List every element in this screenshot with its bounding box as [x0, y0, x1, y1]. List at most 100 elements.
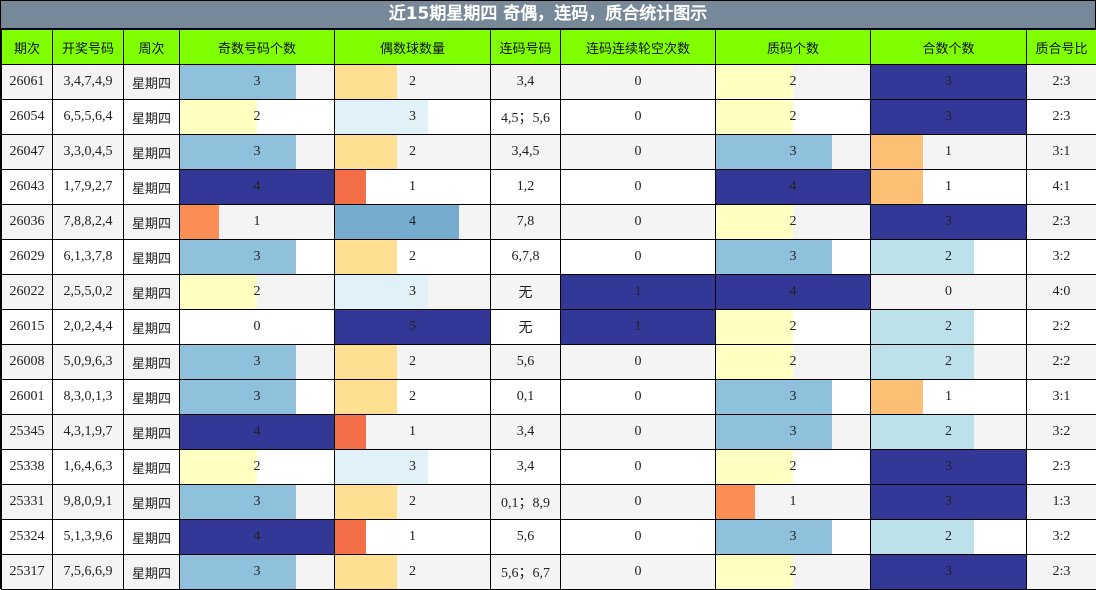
consecutive-gap-cell-value: 0: [635, 494, 642, 509]
data-bar: [335, 555, 397, 589]
draw-numbers-cell: 1,7,9,2,7: [53, 170, 124, 205]
data-bar: [871, 240, 974, 274]
weekday-cell: 星期四: [124, 135, 180, 170]
even-count-cell-value: 5: [409, 319, 416, 334]
prime-count-cell: 1: [716, 485, 871, 520]
data-bar: [180, 555, 296, 589]
even-count-cell: 5: [335, 310, 491, 345]
odd-count-cell: 2: [180, 275, 335, 310]
prime-composite-ratio-cell: 4:1: [1027, 170, 1096, 205]
odd-count-cell-value: 0: [254, 319, 261, 334]
prime-composite-ratio-cell: 2:3: [1027, 205, 1096, 240]
even-count-cell: 2: [335, 65, 491, 100]
consecutive-gap-cell: 0: [561, 65, 716, 100]
header-weekday[interactable]: 周次: [124, 30, 180, 65]
weekday-cell: 星期四: [124, 275, 180, 310]
odd-count-cell-value: 3: [254, 564, 261, 579]
consecutive-gap-cell: 0: [561, 135, 716, 170]
sheet-title: 近15期星期四 奇偶，连码，质合统计图示: [1, 1, 1095, 29]
data-bar: [180, 345, 296, 379]
weekday-cell: 星期四: [124, 240, 180, 275]
header-prime-composite-ratio[interactable]: 质合号比: [1027, 30, 1096, 65]
prime-count-cell: 2: [716, 65, 871, 100]
weekday-cell: 星期四: [124, 100, 180, 135]
weekday-cell: 星期四: [124, 415, 180, 450]
even-count-cell: 1: [335, 415, 491, 450]
header-odd-count[interactable]: 奇数号码个数: [180, 30, 335, 65]
consecutive-cell: 3,4,5: [491, 135, 561, 170]
prime-count-cell: 4: [716, 170, 871, 205]
odd-count-cell-value: 3: [254, 144, 261, 159]
draw-numbers-cell: 3,4,7,4,9: [53, 65, 124, 100]
consecutive-cell: 6,7,8: [491, 240, 561, 275]
period-cell: 26029: [2, 240, 53, 275]
data-bar: [180, 380, 296, 414]
draw-numbers-cell: 7,8,8,2,4: [53, 205, 124, 240]
period-cell: 26036: [2, 205, 53, 240]
even-count-cell: 3: [335, 450, 491, 485]
prime-composite-ratio-cell: 4:0: [1027, 275, 1096, 310]
consecutive-gap-cell: 1: [561, 310, 716, 345]
prime-count-cell-value: 2: [790, 564, 797, 579]
header-prime-count[interactable]: 质码个数: [716, 30, 871, 65]
consecutive-gap-cell-value: 0: [635, 389, 642, 404]
header-consecutive-gap[interactable]: 连码连续轮空次数: [561, 30, 716, 65]
consecutive-gap-cell: 0: [561, 205, 716, 240]
even-count-cell-value: 2: [409, 389, 416, 404]
prime-count-cell-value: 3: [790, 529, 797, 544]
odd-count-cell-value: 4: [254, 529, 261, 544]
header-period[interactable]: 期次: [2, 30, 53, 65]
header-consecutive[interactable]: 连码号码: [491, 30, 561, 65]
consecutive-gap-cell-value: 0: [635, 529, 642, 544]
weekday-cell: 星期四: [124, 205, 180, 240]
composite-count-cell: 2: [871, 310, 1027, 345]
consecutive-cell: 1,2: [491, 170, 561, 205]
consecutive-gap-cell: 0: [561, 170, 716, 205]
even-count-cell-value: 2: [409, 249, 416, 264]
consecutive-gap-cell-value: 0: [635, 74, 642, 89]
period-cell: 25331: [2, 485, 53, 520]
consecutive-gap-cell: 0: [561, 100, 716, 135]
odd-count-cell: 3: [180, 380, 335, 415]
composite-count-cell: 0: [871, 275, 1027, 310]
period-cell: 26047: [2, 135, 53, 170]
even-count-cell: 2: [335, 135, 491, 170]
consecutive-gap-cell-value: 0: [635, 109, 642, 124]
prime-count-cell: 2: [716, 555, 871, 590]
data-bar: [716, 100, 793, 134]
consecutive-cell: 5,6: [491, 520, 561, 555]
odd-count-cell-value: 2: [254, 459, 261, 474]
consecutive-gap-cell: 0: [561, 380, 716, 415]
prime-count-cell-value: 2: [790, 109, 797, 124]
composite-count-cell: 3: [871, 485, 1027, 520]
header-even-count[interactable]: 偶数球数量: [335, 30, 491, 65]
data-bar: [335, 485, 397, 519]
data-bar: [716, 65, 793, 99]
consecutive-cell: 4,5；5,6: [491, 100, 561, 135]
header-numbers[interactable]: 开奖号码: [53, 30, 124, 65]
data-bar: [180, 485, 296, 519]
prime-composite-ratio-cell: 2:2: [1027, 310, 1096, 345]
prime-count-cell: 3: [716, 135, 871, 170]
odd-count-cell: 2: [180, 100, 335, 135]
prime-composite-ratio-cell: 2:3: [1027, 65, 1096, 100]
header-composite-count[interactable]: 合数个数: [871, 30, 1027, 65]
period-cell: 26022: [2, 275, 53, 310]
even-count-cell-value: 1: [409, 179, 416, 194]
